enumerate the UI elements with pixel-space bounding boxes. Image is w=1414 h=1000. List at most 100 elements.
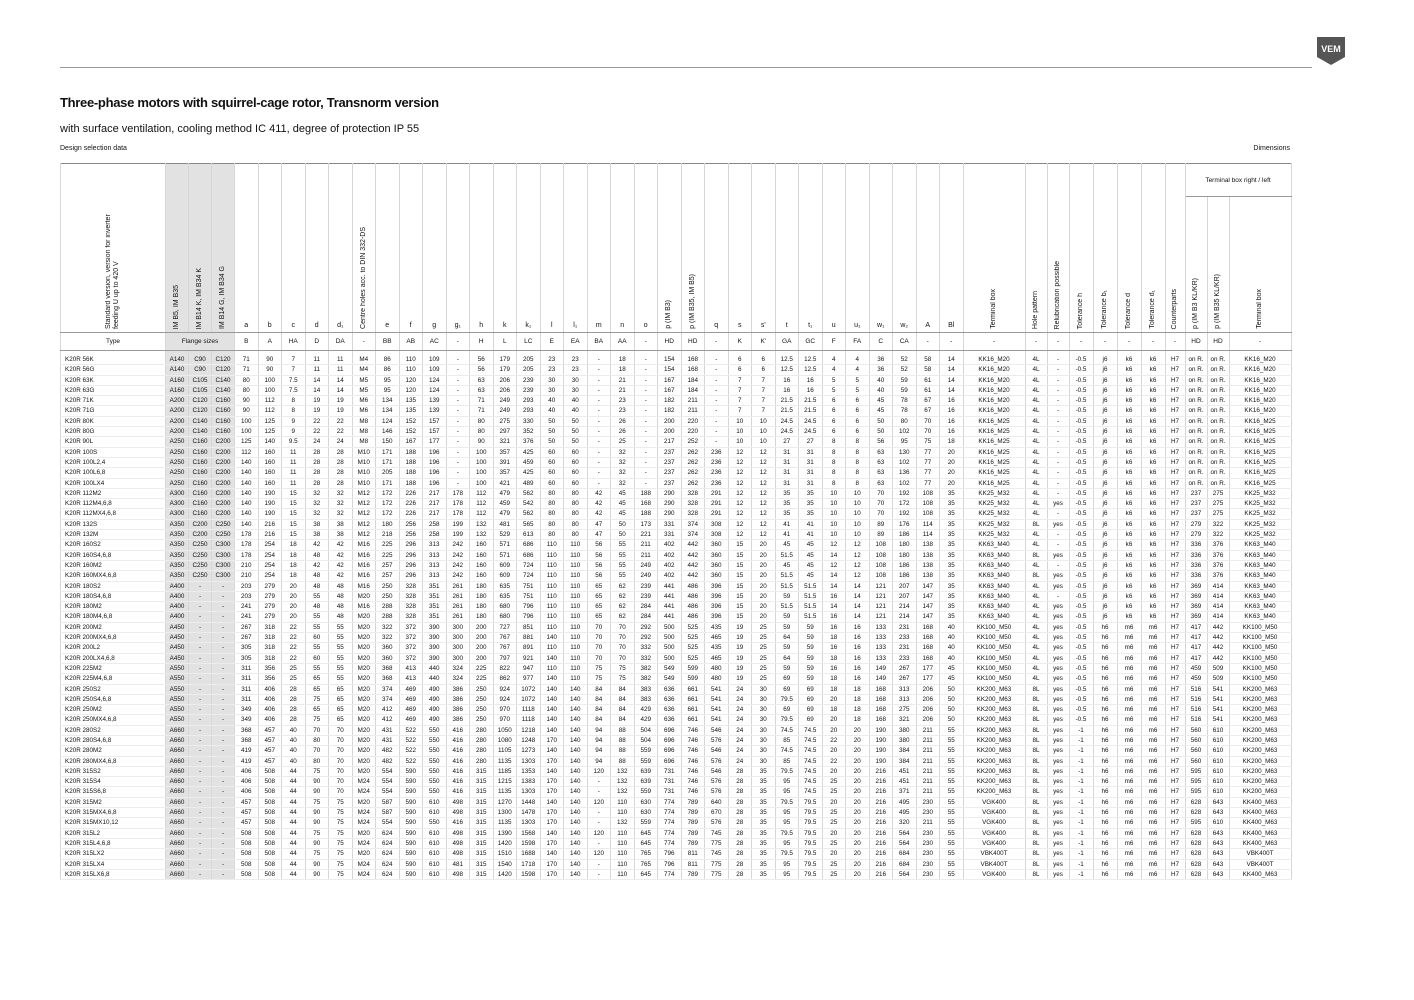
table-cell: -: [704, 426, 729, 438]
table-cell: k6: [1140, 355, 1166, 366]
table-cell: 550: [422, 766, 447, 778]
table-cell: 368: [375, 673, 400, 685]
table-cell: 90: [304, 859, 329, 870]
table-cell: 12: [727, 508, 752, 520]
table-cell: 628: [1184, 807, 1208, 819]
table-cell: -0.5: [1068, 467, 1094, 479]
table-cell: 1118: [516, 714, 541, 726]
table-cell: K20R 63K: [60, 375, 166, 386]
table-cell: 292: [633, 622, 658, 634]
table-cell: 35: [751, 869, 776, 881]
table-cell: 170: [539, 859, 564, 870]
table-cell: 308: [704, 529, 729, 541]
table-cell: 176: [892, 519, 917, 531]
table-cell: 28: [727, 797, 752, 809]
table-cell: VBK400T: [962, 848, 1026, 860]
table-cell: 7: [751, 405, 776, 417]
table-cell: 300: [445, 653, 470, 664]
table-cell: yes: [1046, 848, 1070, 860]
table-cell: j6: [1092, 488, 1118, 500]
table-cell: 79.5: [774, 848, 799, 860]
table-cell: KK25_M32: [1228, 508, 1292, 520]
table-cell: -: [188, 756, 212, 767]
table-cell: KK16_M20: [1228, 385, 1292, 397]
table-cell: 90: [257, 355, 282, 366]
table-cell: M20: [351, 745, 376, 757]
table-cell: 416: [445, 756, 470, 767]
table-cell: 31: [798, 478, 823, 489]
table-cell: 140: [234, 508, 259, 520]
table-cell: 559: [633, 756, 658, 767]
column-header: Hole pattern: [1024, 163, 1048, 333]
table-cell: m6: [1116, 828, 1142, 839]
table-cell: 178: [445, 498, 470, 510]
table-cell: 89: [868, 529, 893, 541]
table-cell: 70: [328, 756, 353, 767]
table-cell: k6: [1140, 601, 1166, 613]
table-cell: 490: [422, 694, 447, 706]
code-cell: L: [492, 332, 517, 351]
table-cell: 132: [610, 817, 635, 829]
dimension-table: Standard version, version for inverter f…: [60, 163, 1292, 881]
table-cell: 250: [469, 684, 494, 695]
table-cell: -0.5: [1068, 550, 1094, 561]
table-cell: on R.: [1184, 478, 1208, 489]
table-cell: K20R 56G: [60, 364, 166, 376]
table-cell: KK100_M50: [962, 673, 1026, 685]
table-cell: 63: [868, 447, 893, 458]
table-cell: C200: [211, 488, 235, 500]
table-cell: 71: [234, 355, 259, 366]
table-cell: 376: [1206, 570, 1230, 582]
column-header: e: [375, 163, 400, 333]
table-cell: 48: [304, 581, 329, 592]
table-cell: 25: [281, 673, 306, 685]
table-cell: 48: [304, 601, 329, 613]
table-cell: 8L: [1024, 725, 1048, 736]
table-cell: A660: [165, 859, 189, 870]
table-cell: H7: [1164, 385, 1186, 397]
table-cell: 595: [1184, 817, 1208, 829]
table-cell: 10: [821, 529, 846, 541]
table-cell: 16: [774, 375, 799, 386]
table-cell: 590: [398, 766, 423, 778]
table-cell: 21: [610, 385, 635, 397]
table-cell: 643: [1206, 807, 1230, 819]
table-cell: 796: [516, 611, 541, 623]
table-cell: KK100_M50: [1228, 642, 1292, 654]
table-cell: -: [188, 704, 212, 716]
table-cell: -: [586, 786, 611, 798]
table-cell: -: [188, 632, 212, 644]
table-cell: yes: [1046, 581, 1070, 592]
table-cell: 4: [821, 364, 846, 376]
table-cell: -: [1046, 488, 1070, 500]
table-cell: A350: [165, 539, 189, 551]
table-cell: KK16_M25: [962, 467, 1026, 479]
table-cell: 386: [445, 704, 470, 716]
table-cell: -: [188, 797, 212, 809]
table-cell: 110: [539, 611, 564, 623]
table-cell: 24: [727, 725, 752, 736]
table-cell: A550: [165, 694, 189, 706]
table-cell: 190: [868, 725, 893, 736]
table-cell: 765: [633, 848, 658, 860]
table-cell: 50: [939, 684, 964, 695]
table-cell: 315: [469, 766, 494, 778]
table-cell: 10: [845, 488, 870, 500]
table-cell: 22: [281, 653, 306, 664]
table-cell: 924: [492, 684, 517, 695]
table-cell: 214: [892, 611, 917, 623]
table-cell: on R.: [1184, 436, 1208, 448]
table-cell: 51.5: [774, 601, 799, 613]
table-cell: 28: [727, 838, 752, 850]
table-cell: 86: [375, 364, 400, 376]
table-cell: 94: [586, 756, 611, 767]
table-cell: 1215: [492, 776, 517, 788]
table-cell: 279: [1184, 519, 1208, 531]
table-cell: 211: [915, 786, 940, 798]
table-cell: K20R 180S4,6,8: [60, 591, 166, 603]
table-cell: 516: [1184, 694, 1208, 706]
table-cell: 275: [892, 704, 917, 716]
code-cell: HD: [1206, 332, 1230, 351]
table-cell: 416: [445, 735, 470, 747]
table-cell: 529: [492, 529, 517, 541]
